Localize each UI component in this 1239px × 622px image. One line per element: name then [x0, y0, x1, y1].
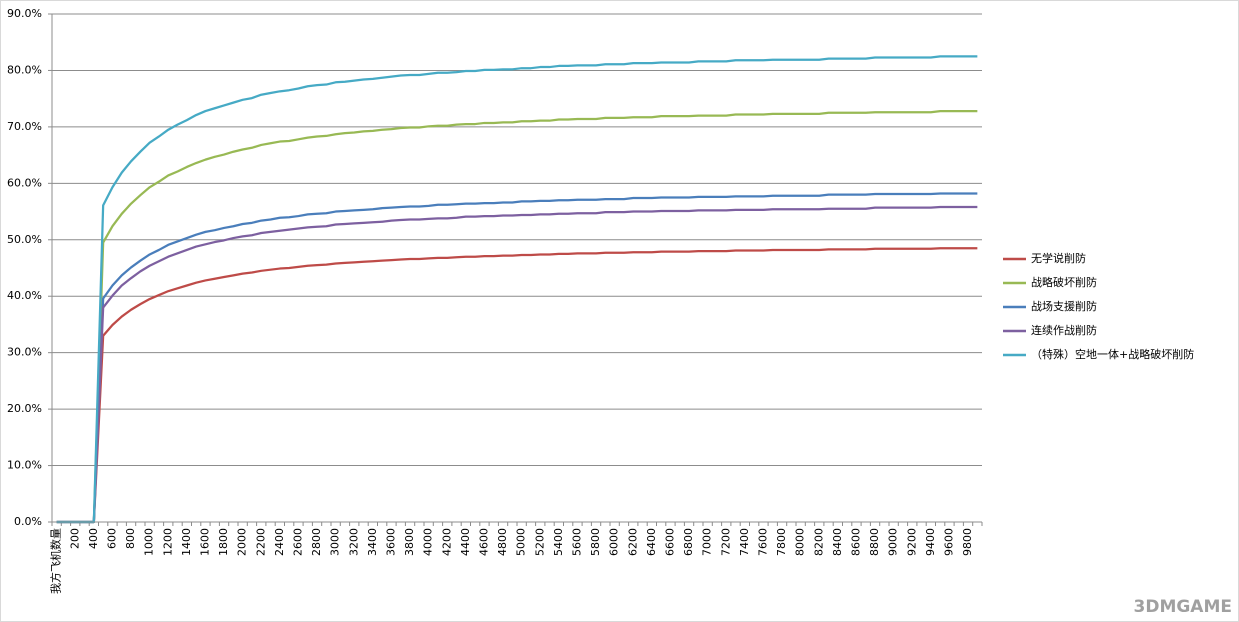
x-tick-label: 200 — [68, 528, 81, 549]
x-tick-label: 5000 — [515, 528, 528, 556]
x-tick-label: 我方飞机数量 — [49, 528, 63, 594]
x-tick-label: 3400 — [366, 528, 379, 556]
x-tick-label: 600 — [105, 528, 118, 549]
y-tick-label: 40.0% — [7, 289, 42, 302]
x-tick-label: 8400 — [831, 528, 844, 556]
series-line — [56, 109, 978, 524]
x-tick-label: 2200 — [254, 528, 267, 556]
series-line — [56, 55, 978, 524]
x-tick-label: 3000 — [329, 528, 342, 556]
x-tick-label: 2800 — [310, 528, 323, 556]
watermark: 3DMGAME — [1134, 597, 1233, 617]
x-tick-label: 800 — [124, 528, 137, 549]
legend-label: 无学说削防 — [1031, 251, 1086, 265]
legend-label: （特殊）空地一体+战略破坏削防 — [1031, 347, 1194, 361]
x-tick-label: 3600 — [384, 528, 397, 556]
x-tick-label: 9000 — [887, 528, 900, 556]
x-tick-label: 7600 — [756, 528, 769, 556]
x-tick-label: 5400 — [552, 528, 565, 556]
x-tick-label: 6000 — [608, 528, 621, 556]
x-tick-label: 9600 — [942, 528, 955, 556]
x-tick-label: 1800 — [217, 528, 230, 556]
x-tick-label: 1200 — [161, 528, 174, 556]
x-tick-label: 8800 — [868, 528, 881, 556]
x-tick-label: 5200 — [533, 528, 546, 556]
x-tick-label: 2400 — [273, 528, 286, 556]
x-tick-label: 7400 — [738, 528, 751, 556]
x-tick-label: 1400 — [180, 528, 193, 556]
series-line — [56, 192, 978, 524]
x-tick-label: 8600 — [849, 528, 862, 556]
y-tick-label: 90.0% — [7, 7, 42, 20]
x-tick-label: 2600 — [291, 528, 304, 556]
y-tick-label: 50.0% — [7, 233, 42, 246]
x-tick-label: 6200 — [626, 528, 639, 556]
x-tick-label: 4800 — [496, 528, 509, 556]
x-tick-label: 7200 — [719, 528, 732, 556]
x-tick-label: 5600 — [570, 528, 583, 556]
x-tick-label: 6400 — [645, 528, 658, 556]
y-tick-label: 80.0% — [7, 63, 42, 76]
x-tick-label: 4000 — [422, 528, 435, 556]
y-tick-label: 0.0% — [14, 515, 42, 528]
y-tick-label: 10.0% — [7, 459, 42, 472]
x-tick-label: 1600 — [198, 528, 211, 556]
y-tick-label: 70.0% — [7, 120, 42, 133]
x-tick-label: 7000 — [701, 528, 714, 556]
x-tick-label: 2000 — [236, 528, 249, 556]
series-line — [56, 205, 978, 524]
x-tick-label: 7800 — [775, 528, 788, 556]
x-tick-label: 9800 — [961, 528, 974, 556]
x-tick-label: 4400 — [459, 528, 472, 556]
x-tick-label: 400 — [87, 528, 100, 549]
x-tick-label: 8200 — [812, 528, 825, 556]
y-tick-label: 20.0% — [7, 402, 42, 415]
x-tick-label: 4200 — [440, 528, 453, 556]
x-tick-label: 3200 — [347, 528, 360, 556]
legend-label: 战略破坏削防 — [1031, 275, 1097, 289]
x-tick-label: 4600 — [477, 528, 490, 556]
x-tick-label: 6600 — [663, 528, 676, 556]
x-tick-label: 9200 — [905, 528, 918, 556]
x-tick-label: 8000 — [794, 528, 807, 556]
legend-label: 战场支援削防 — [1031, 299, 1097, 313]
y-tick-label: 30.0% — [7, 346, 42, 359]
x-tick-label: 3800 — [403, 528, 416, 556]
series-line — [56, 247, 978, 524]
x-tick-label: 5800 — [589, 528, 602, 556]
legend-label: 连续作战削防 — [1031, 323, 1097, 337]
x-tick-label: 1000 — [143, 528, 156, 556]
x-tick-label: 6800 — [682, 528, 695, 556]
y-tick-label: 60.0% — [7, 176, 42, 189]
x-tick-label: 9400 — [924, 528, 937, 556]
